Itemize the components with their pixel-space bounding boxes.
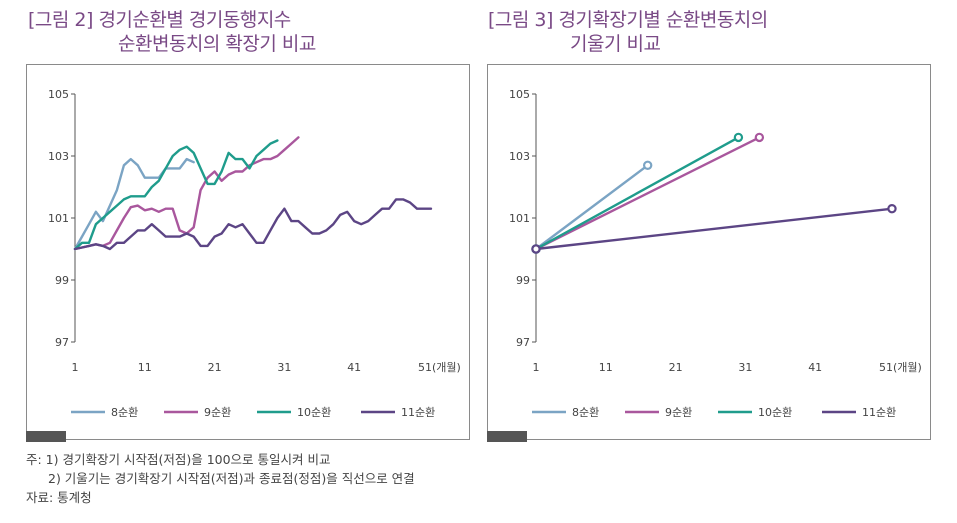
fig2-y-tick-label: 103 bbox=[48, 150, 69, 163]
fig3-y-tick-label: 105 bbox=[509, 88, 530, 101]
fig3-y-tick-label: 99 bbox=[516, 274, 530, 287]
fig3-x-tick-label: 1 bbox=[533, 361, 540, 374]
fig3-point-9순환 bbox=[754, 132, 765, 143]
figure-3-title-line1: [그림 3] 경기확장기별 순환변동치의 bbox=[488, 9, 768, 31]
figure-3-title: [그림 3] 경기확장기별 순환변동치의 기울기 비교 bbox=[488, 8, 768, 56]
figure-2-corner-tab bbox=[26, 431, 66, 442]
fig2-legend-label: 10순환 bbox=[297, 406, 331, 419]
fig3-series-8순환 bbox=[534, 164, 649, 251]
fig2-series-10순환 bbox=[73, 139, 279, 251]
fig2-x-tick-label: 11 bbox=[138, 361, 152, 374]
fig3-series-10순환 bbox=[534, 136, 740, 251]
source-note: 자료: 통계청 bbox=[26, 490, 92, 505]
fig3-y-tick-label: 101 bbox=[509, 212, 530, 225]
fig3-point-11순환 bbox=[887, 203, 897, 214]
fig3-legend-label: 8순환 bbox=[572, 406, 599, 419]
fig3-legend-label: 10순환 bbox=[758, 406, 792, 419]
fig3-x-tick-label: 21 bbox=[669, 361, 683, 374]
footnotes: 주: 1) 경기확장기 시작점(저점)을 100으로 통일시켜 비교 2) 기울… bbox=[26, 450, 415, 507]
fig3-point-10순환 bbox=[733, 132, 744, 143]
fig2-series-11순환 bbox=[73, 198, 433, 251]
fig3-y-tick-label: 103 bbox=[509, 150, 530, 163]
note-2: 2) 기울기는 경기확장기 시작점(저점)과 종료점(정점)을 직선으로 연결 bbox=[48, 471, 415, 486]
fig2-legend-label: 9순환 bbox=[204, 406, 231, 419]
fig2-legend-label: 8순환 bbox=[111, 406, 138, 419]
fig3-legend-label: 9순환 bbox=[665, 406, 692, 419]
fig3-x-tick-label: 11 bbox=[599, 361, 613, 374]
fig2-y-tick-label: 97 bbox=[55, 336, 69, 349]
fig2-x-tick-label: 41 bbox=[347, 361, 361, 374]
fig3-x-tick-label: 31 bbox=[738, 361, 752, 374]
note-1: 주: 1) 경기확장기 시작점(저점)을 100으로 통일시켜 비교 bbox=[26, 452, 331, 467]
figure-2-title-line2: 순환변동치의 확장기 비교 bbox=[118, 33, 316, 55]
fig3-y-tick-label: 97 bbox=[516, 336, 530, 349]
figure-3-panel: 97 99 101 103 105 1 11 21 31 41 51(개월) 8순환 9순환 10순환 11… bbox=[487, 64, 931, 442]
fig2-y-tick-label: 101 bbox=[48, 212, 69, 225]
fig2-legend-label: 11순환 bbox=[401, 406, 435, 419]
fig3-x-tick-label: 51(개월) bbox=[879, 361, 922, 374]
fig3-point-11순환 bbox=[531, 244, 541, 254]
fig3-series-9순환 bbox=[534, 136, 761, 251]
fig3-x-tick-label: 41 bbox=[808, 361, 822, 374]
figure-2-panel: 97 99 101 103 105 1 11 21 31 41 51(개월) 8순환 9순환 10순환 11… bbox=[26, 64, 470, 442]
figure-3-title-line2: 기울기 비교 bbox=[570, 33, 661, 55]
fig2-x-tick-label: 31 bbox=[277, 361, 291, 374]
fig2-series-8순환 bbox=[73, 157, 195, 251]
fig2-y-tick-label: 105 bbox=[48, 88, 69, 101]
fig2-x-tick-label: 21 bbox=[208, 361, 222, 374]
fig2-x-tick-label: 1 bbox=[72, 361, 79, 374]
figure-2-title: [그림 2] 경기순환별 경기동행지수 순환변동치의 확장기 비교 bbox=[28, 8, 316, 56]
figure-2-title-line1: [그림 2] 경기순환별 경기동행지수 bbox=[28, 9, 291, 31]
figure-3-corner-tab bbox=[487, 431, 527, 442]
fig2-x-tick-label: 51(개월) bbox=[418, 361, 461, 374]
fig3-legend-label: 11순환 bbox=[862, 406, 896, 419]
fig3-point-8순환 bbox=[642, 160, 653, 171]
fig2-y-tick-label: 99 bbox=[55, 274, 69, 287]
fig3-series-11순환 bbox=[534, 207, 894, 251]
fig2-series-9순환 bbox=[73, 136, 300, 251]
